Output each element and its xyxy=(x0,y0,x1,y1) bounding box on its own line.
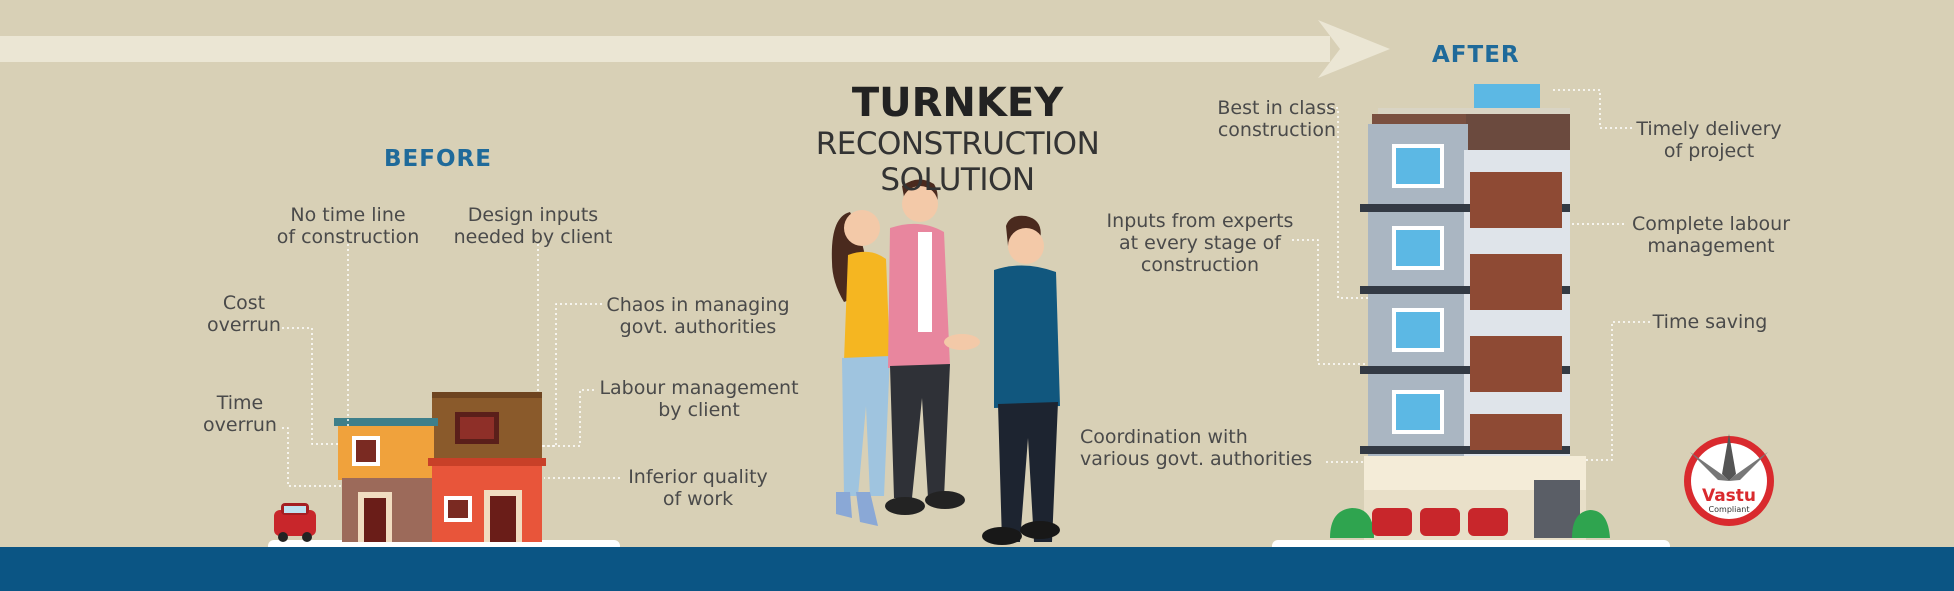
before-point-5: Time overrun xyxy=(203,392,277,436)
page-title: TURNKEY xyxy=(851,80,1064,126)
after-point-1: Best in class construction xyxy=(1217,97,1336,141)
page-subtitle: RECONSTRUCTION SOLUTION xyxy=(815,126,1100,198)
before-point-7: Inferior quality of work xyxy=(628,466,768,510)
leader-lines xyxy=(282,89,1650,487)
after-point-2: Timely delivery of project xyxy=(1636,118,1782,162)
before-point-6: Labour management by client xyxy=(599,377,799,421)
before-point-1: No time line of construction xyxy=(276,204,420,248)
handshake-people-illustration xyxy=(831,179,1060,545)
after-point-6: Coordination with various govt. authorit… xyxy=(1080,426,1313,470)
before-point-2: Design inputs needed by client xyxy=(453,204,613,248)
after-heading: AFTER xyxy=(1432,42,1520,68)
ground-strip xyxy=(0,547,1954,591)
vastu-badge xyxy=(1684,434,1774,526)
after-point-5: Time saving xyxy=(1652,311,1768,333)
progress-arrow xyxy=(0,20,1390,78)
before-point-4: Chaos in managing govt. authorities xyxy=(606,294,790,338)
old-houses-illustration xyxy=(274,392,546,542)
before-point-3: Cost overrun xyxy=(207,292,281,336)
before-heading: BEFORE xyxy=(384,146,492,172)
vastu-badge-label: Vastu Compliant xyxy=(1701,486,1757,514)
after-point-4: Complete labour management xyxy=(1631,213,1791,257)
modern-building-illustration xyxy=(1330,84,1610,540)
after-point-3: Inputs from experts at every stage of co… xyxy=(1106,210,1294,276)
